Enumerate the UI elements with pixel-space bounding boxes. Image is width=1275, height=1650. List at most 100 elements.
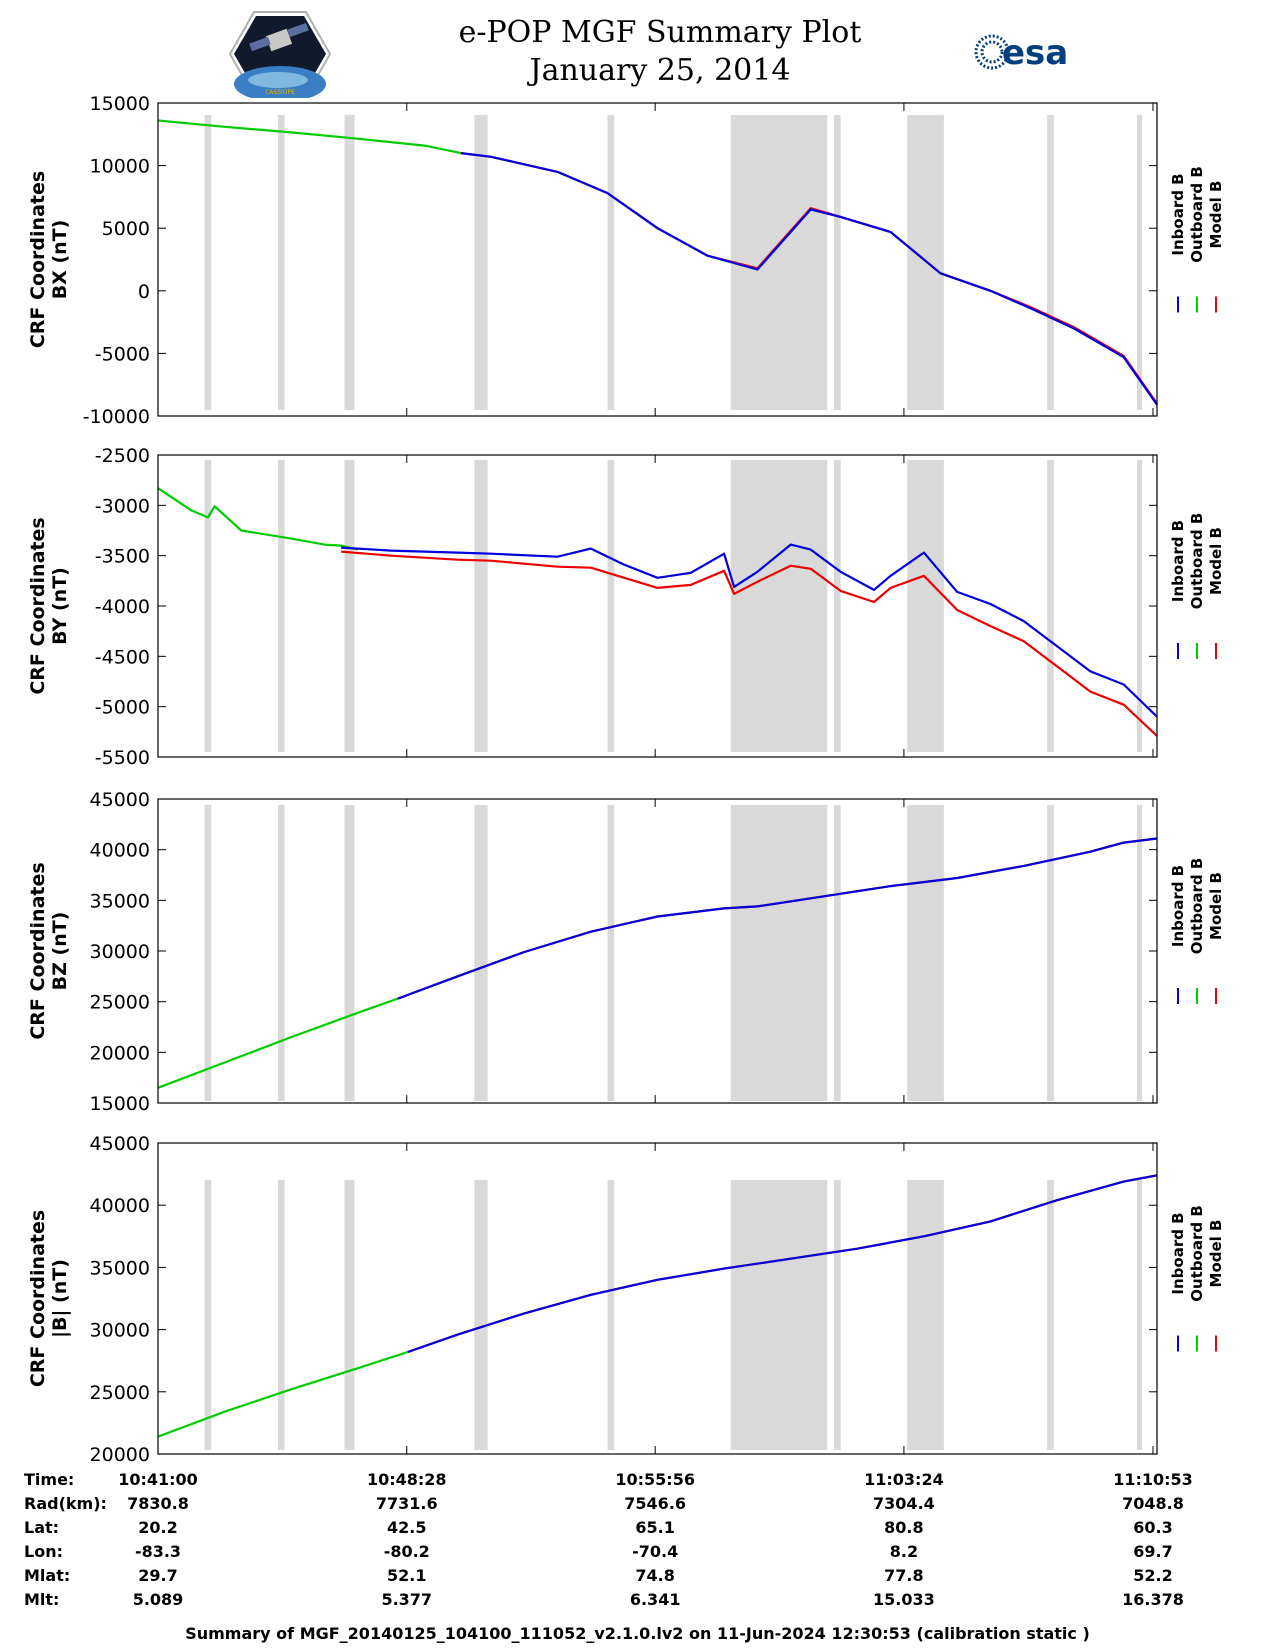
y-tick-label: 45000 bbox=[90, 789, 150, 811]
panel-frame bbox=[157, 798, 1158, 1104]
gap-shade bbox=[204, 1180, 212, 1450]
gap-shade bbox=[730, 805, 828, 1101]
legend-label: Inboard B bbox=[1169, 520, 1187, 602]
footer-summary: Summary of MGF_20140125_104100_111052_v2… bbox=[185, 1624, 1090, 1643]
gap-shade bbox=[204, 805, 212, 1101]
y-axis-label-line1: CRF Coordinates bbox=[27, 862, 49, 1039]
gap-shade bbox=[1047, 460, 1054, 752]
legend-label: Outboard B bbox=[1188, 513, 1206, 610]
plot-title: e-POP MGF Summary Plot January 25, 2014 bbox=[400, 14, 920, 90]
legend-label: Model B bbox=[1207, 527, 1225, 595]
y-axis-label-line1: CRF Coordinates bbox=[27, 517, 49, 694]
y-tick-label: -4500 bbox=[95, 646, 150, 668]
y-tick-label: -4000 bbox=[95, 596, 150, 618]
legend-label: Model B bbox=[1207, 1220, 1225, 1288]
y-tick-label: 25000 bbox=[90, 992, 150, 1014]
cassiope-mission-logo: CASSIOPE bbox=[228, 11, 332, 98]
legend-label: Outboard B bbox=[1188, 858, 1206, 955]
y-tick-label: 0 bbox=[138, 281, 150, 303]
panel-frame bbox=[157, 1142, 1158, 1455]
series-line-outboard-b bbox=[157, 997, 399, 1089]
y-axis-label: CRF CoordinatesBX (nT) bbox=[27, 171, 71, 348]
gap-shade bbox=[344, 115, 355, 410]
y-tick-label: -3000 bbox=[95, 495, 150, 517]
gap-shade bbox=[730, 1180, 828, 1450]
gap-shade bbox=[730, 460, 828, 752]
legend-label: Outboard B bbox=[1188, 1205, 1206, 1302]
series-line-outboard-b bbox=[157, 119, 462, 155]
gap-shade bbox=[474, 115, 488, 410]
gap-shade bbox=[1047, 805, 1054, 1101]
gap-shade bbox=[907, 460, 944, 752]
y-tick-label: 40000 bbox=[90, 1195, 150, 1217]
gap-shade bbox=[1137, 1180, 1143, 1450]
y-tick-label: 25000 bbox=[90, 1382, 150, 1404]
gap-shade bbox=[833, 1180, 841, 1450]
cassiope-logo-text: CASSIOPE bbox=[265, 89, 295, 96]
legend-label: Model B bbox=[1207, 872, 1225, 940]
y-tick-label: 20000 bbox=[90, 1042, 150, 1064]
gap-shade bbox=[607, 115, 615, 410]
gap-shade bbox=[730, 115, 828, 410]
panel-4: 45000 40000 35000 30000 25000 20000 CRF Coordi… bbox=[27, 1133, 1225, 1466]
gap-shade bbox=[833, 805, 841, 1101]
series-line-outboard-b bbox=[157, 1350, 409, 1438]
y-tick-label: 20000 bbox=[90, 1444, 150, 1466]
gap-shade bbox=[607, 1180, 615, 1450]
y-tick-label: -2500 bbox=[95, 445, 150, 467]
y-tick-label: 35000 bbox=[90, 1257, 150, 1279]
y-tick-label: -5000 bbox=[95, 697, 150, 719]
y-tick-label: 15000 bbox=[90, 1093, 150, 1115]
title-text: e-POP MGF Summary Plot bbox=[458, 15, 862, 50]
gap-shade bbox=[607, 460, 615, 752]
y-tick-label: -3500 bbox=[95, 546, 150, 568]
gap-shade bbox=[277, 1180, 285, 1450]
y-axis-label-line2: BZ (nT) bbox=[49, 912, 71, 991]
panel-frame bbox=[157, 102, 1158, 417]
gap-shade bbox=[474, 460, 488, 752]
legend-label: Model B bbox=[1207, 181, 1225, 249]
y-axis-label: CRF Coordinates|B| (nT) bbox=[27, 1210, 71, 1387]
y-axis-label: CRF CoordinatesBY (nT) bbox=[27, 517, 71, 694]
gap-shade bbox=[344, 805, 355, 1101]
y-tick-label: 40000 bbox=[90, 840, 150, 862]
y-tick-label: 45000 bbox=[90, 1133, 150, 1155]
panel-1: 15000 10000 5000 0 -5000 -10000 CRF Coordinate… bbox=[27, 93, 1225, 428]
legend-label: Outboard B bbox=[1188, 166, 1206, 263]
gap-shade bbox=[1047, 115, 1054, 410]
gap-shade bbox=[1047, 1180, 1054, 1450]
y-axis-label-line1: CRF Coordinates bbox=[27, 1210, 49, 1387]
y-tick-label: 30000 bbox=[90, 1320, 150, 1342]
gap-shade bbox=[474, 1180, 488, 1450]
gap-shade bbox=[474, 805, 488, 1101]
legend-label: Inboard B bbox=[1169, 173, 1187, 255]
gap-shade bbox=[907, 1180, 944, 1450]
gap-shade bbox=[204, 115, 212, 410]
y-axis-label-line1: CRF Coordinates bbox=[27, 171, 49, 348]
gap-shade bbox=[1137, 460, 1143, 752]
y-axis-label-line2: |B| (nT) bbox=[49, 1259, 71, 1338]
gap-shade bbox=[1137, 115, 1143, 410]
series-line-inboard-b bbox=[341, 543, 1158, 718]
y-tick-label: -5000 bbox=[95, 343, 150, 365]
y-tick-label: 30000 bbox=[90, 941, 150, 963]
legend-label: Inboard B bbox=[1169, 865, 1187, 947]
y-axis-label-line2: BY (nT) bbox=[49, 567, 71, 645]
gap-shade bbox=[344, 1180, 355, 1450]
y-tick-label: -5500 bbox=[95, 747, 150, 769]
y-tick-label: 35000 bbox=[90, 890, 150, 912]
gap-shade bbox=[607, 805, 615, 1101]
series-line-inboard-b bbox=[397, 837, 1158, 1000]
gap-shade bbox=[1137, 805, 1143, 1101]
gap-shade bbox=[907, 115, 944, 410]
y-axis-label-line2: BX (nT) bbox=[49, 220, 71, 300]
legend-label: Inboard B bbox=[1169, 1212, 1187, 1294]
esa-logo: esa bbox=[974, 33, 1068, 73]
gap-shade bbox=[277, 460, 285, 752]
gap-shade bbox=[907, 805, 944, 1101]
series-line-model-b bbox=[341, 550, 1158, 737]
panel-3: 45000 40000 35000 30000 25000 20000 15000 CRF C… bbox=[27, 789, 1225, 1115]
gap-shade bbox=[277, 115, 285, 410]
gap-shade bbox=[833, 115, 841, 410]
